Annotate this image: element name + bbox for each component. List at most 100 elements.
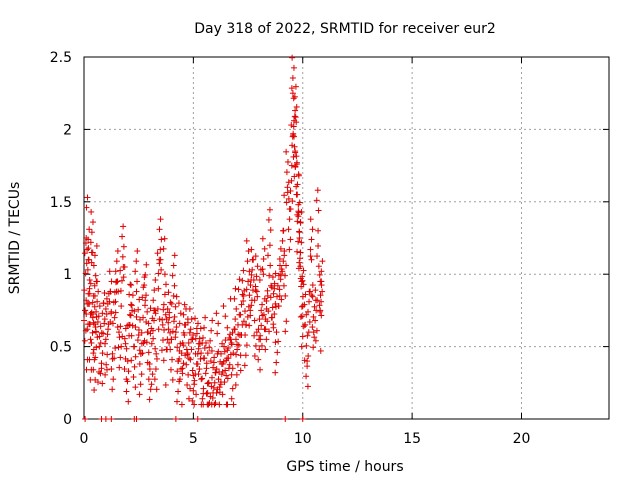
data-point: [204, 380, 211, 387]
data-point: [93, 344, 100, 351]
data-point: [272, 270, 279, 277]
data-point: [184, 381, 191, 388]
data-point: [91, 321, 98, 328]
data-point: [276, 255, 283, 262]
data-point: [256, 316, 263, 323]
data-point: [93, 308, 100, 315]
data-point: [108, 366, 115, 373]
data-point: [295, 172, 302, 179]
data-point: [287, 206, 294, 213]
data-point: [249, 266, 256, 273]
data-point: [299, 333, 306, 340]
data-point: [140, 314, 147, 321]
data-point: [157, 246, 164, 253]
data-point: [128, 282, 135, 289]
data-point: [233, 305, 240, 312]
data-point: [102, 371, 109, 378]
data-point: [93, 242, 100, 249]
data-point: [311, 303, 318, 310]
data-point: [293, 103, 300, 110]
data-point: [152, 310, 159, 317]
zero-marker: [299, 416, 306, 422]
data-point: [87, 239, 94, 246]
data-point: [82, 270, 89, 277]
data-point: [272, 300, 279, 307]
data-point: [113, 258, 120, 265]
data-point: [224, 355, 231, 362]
data-point: [210, 384, 217, 391]
data-point: [180, 342, 187, 349]
data-point: [98, 365, 105, 372]
data-point: [94, 298, 101, 305]
data-point: [304, 332, 311, 339]
data-point: [191, 381, 198, 388]
data-point: [162, 311, 169, 318]
data-point: [144, 308, 151, 315]
data-point: [138, 329, 145, 336]
data-point: [169, 328, 176, 335]
data-point: [186, 305, 193, 312]
data-point: [250, 256, 257, 263]
data-point: [288, 162, 295, 169]
data-point: [301, 301, 308, 308]
data-point: [158, 347, 165, 354]
data-point: [142, 297, 149, 304]
data-point: [82, 240, 89, 247]
y-tick-label: 0.5: [50, 340, 72, 356]
data-point: [266, 206, 273, 213]
tick-labels: 0 5 10 15 20 0 0.5 1 1.5 2 2.5: [50, 50, 531, 447]
data-point: [240, 267, 247, 274]
data-point: [259, 235, 266, 242]
data-point: [109, 386, 116, 393]
data-point: [118, 303, 125, 310]
data-point: [81, 250, 88, 257]
data-point: [258, 322, 265, 329]
data-point: [137, 316, 143, 323]
data-point: [181, 332, 188, 339]
data-point: [160, 337, 167, 344]
data-point: [203, 365, 210, 372]
data-point: [266, 328, 273, 335]
data-point: [147, 305, 154, 312]
data-point: [177, 310, 184, 317]
data-point: [93, 278, 100, 285]
data-point: [293, 161, 300, 168]
data-point: [81, 317, 88, 324]
data-point: [150, 297, 157, 304]
data-point: [156, 226, 163, 233]
data-point: [313, 327, 320, 334]
data-point: [296, 235, 303, 241]
data-point: [110, 376, 117, 383]
data-point: [174, 368, 181, 375]
data-point: [92, 324, 99, 331]
data-point: [106, 268, 113, 275]
data-point: [178, 366, 185, 373]
data-point: [119, 233, 126, 240]
data-point: [315, 242, 322, 249]
data-point: [312, 287, 319, 294]
data-point: [220, 303, 227, 310]
data-point: [189, 397, 196, 404]
data-point: [244, 258, 251, 265]
data-point: [190, 387, 197, 394]
data-point: [112, 309, 119, 316]
data-point: [287, 236, 294, 243]
data-point: [217, 381, 224, 388]
data-point: [170, 262, 177, 269]
y-tick-label: 2.5: [50, 50, 72, 66]
data-point: [166, 339, 173, 346]
data-point: [189, 367, 196, 374]
data-point: [91, 282, 98, 289]
data-point: [199, 395, 206, 402]
data-point: [103, 361, 110, 368]
data-point: [114, 324, 121, 331]
data-point: [207, 337, 214, 344]
data-point: [278, 296, 285, 303]
data-point: [125, 398, 132, 405]
data-point: [148, 340, 155, 347]
data-point: [90, 350, 97, 357]
data-point: [200, 385, 207, 392]
data-point: [120, 274, 127, 281]
data-point: [267, 282, 274, 289]
data-point: [101, 290, 108, 297]
